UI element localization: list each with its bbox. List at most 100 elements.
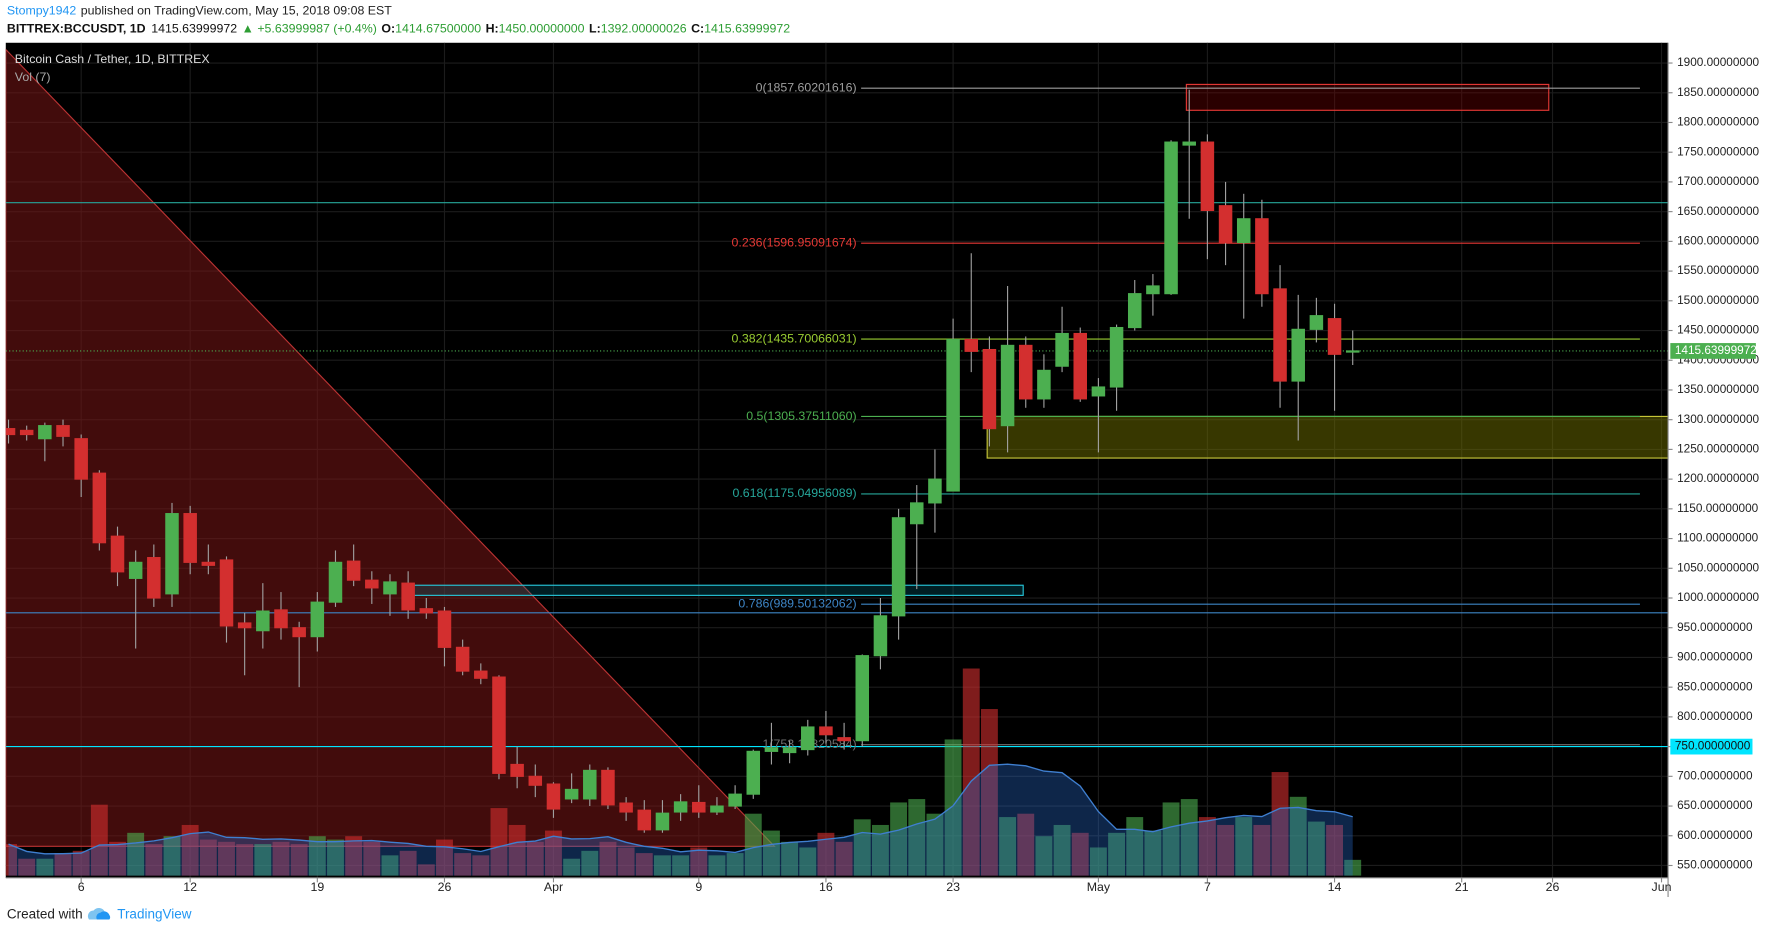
header-text: C: — [691, 22, 704, 36]
candle-body — [1091, 386, 1106, 397]
x-tick-label: 16 — [819, 880, 833, 894]
axes: 550.00000000 600.00000000 650.00000000 700.… — [78, 55, 1760, 894]
candle-body — [437, 610, 452, 648]
volume-bar — [817, 832, 835, 876]
candle-body — [165, 513, 179, 595]
candle-body — [764, 747, 779, 752]
candle-body — [1200, 141, 1215, 212]
volume-bar — [617, 847, 635, 876]
volume-bar — [1053, 824, 1071, 876]
candle-body — [256, 610, 270, 632]
volume-bar — [327, 839, 344, 876]
candle-body — [528, 775, 543, 786]
y-tick-label: 850.00000000 — [1677, 679, 1753, 693]
x-tick-label: 6 — [78, 880, 85, 894]
header-text: 1415.63999972 — [151, 22, 237, 36]
candle-body — [128, 561, 143, 579]
y-tick-label: 950.00000000 — [1677, 620, 1753, 634]
volume-bar — [1108, 832, 1126, 876]
candle-body — [873, 615, 888, 657]
header-text: Stompy1942 — [7, 4, 77, 18]
chart-title: Bitcoin Cash / Tether, 1D, BITTREX — [15, 52, 210, 66]
volume-bar — [90, 804, 108, 876]
candle-body — [655, 812, 670, 831]
volume-bar — [109, 841, 126, 876]
volume-bar — [1289, 796, 1307, 876]
volume-ma-area — [8, 764, 1353, 876]
header-text: 1414.67500000 — [395, 22, 481, 36]
y-tick-label: 1250.00000000 — [1677, 442, 1759, 456]
candle-body — [673, 801, 688, 813]
header: Stompy1942 published on TradingView.com, … — [7, 4, 790, 36]
fib-label: 0.5(1305.37511060) — [746, 409, 856, 423]
candle-body — [1146, 285, 1160, 295]
candle-body — [1127, 293, 1142, 329]
brand-logo — [87, 907, 111, 920]
volume-bar — [762, 830, 780, 876]
candle-body — [946, 338, 960, 492]
volume-bar — [218, 841, 235, 876]
volume-bar — [835, 841, 853, 876]
y-tick-label: 650.00000000 — [1677, 798, 1753, 812]
volume-bar — [145, 844, 163, 876]
price-tag-label: 1415.63999972 — [1675, 343, 1757, 357]
candle-body — [1055, 332, 1069, 367]
volume-bar — [1253, 824, 1271, 876]
candle-body — [1255, 218, 1269, 295]
volume-bar — [363, 841, 381, 876]
candle-body — [365, 579, 379, 589]
footer-created: Created with — [7, 907, 83, 922]
candle-body — [1182, 141, 1196, 146]
volume-bar — [871, 824, 889, 876]
volume-bar — [381, 855, 399, 876]
header-text: O: — [381, 22, 395, 36]
candle-body — [5, 428, 16, 436]
volume-bar — [1307, 821, 1325, 876]
candle-body — [837, 737, 851, 742]
volume-bar — [526, 841, 544, 876]
candle-body — [147, 557, 161, 599]
y-tick-label: 600.00000000 — [1677, 828, 1753, 842]
y-tick-label: 1600.00000000 — [1677, 233, 1759, 247]
volume-layer — [5, 668, 1362, 876]
volume-bar — [1198, 817, 1216, 876]
x-tick-label: 12 — [183, 880, 197, 894]
candle-body — [1073, 332, 1087, 400]
candle-body — [746, 750, 761, 795]
volume-bar — [1344, 859, 1362, 876]
volume-bar — [672, 855, 690, 876]
volume-bar — [1144, 830, 1162, 876]
candle-body — [564, 788, 579, 800]
candle-body — [1345, 350, 1360, 353]
candle-body — [1236, 218, 1251, 244]
x-tick-label: 26 — [438, 880, 452, 894]
plot-layer: 0(1857.60201616) 0.236(1596.95091674) 0.38… — [5, 42, 1669, 878]
volume-bar — [581, 850, 599, 876]
x-tick-label: 9 — [695, 880, 702, 894]
volume-bar — [163, 836, 181, 876]
volume-bar — [54, 853, 72, 876]
triangle-drawing — [5, 48, 776, 847]
candle-body — [455, 646, 470, 672]
volume-bar — [399, 850, 417, 876]
volume-bar — [454, 853, 472, 876]
candle-body — [38, 425, 52, 440]
volume-bar — [254, 844, 272, 876]
volume-bar — [199, 839, 217, 876]
x-tick-label: Jun — [1652, 880, 1672, 894]
candle-body — [1327, 318, 1342, 355]
volume-bar — [599, 841, 617, 876]
price-tag — [1670, 343, 1756, 359]
volume-bar — [999, 817, 1017, 876]
price-tag-label: 750.00000000 — [1675, 739, 1751, 753]
volume-bar — [436, 839, 453, 876]
volume-title: Vol (7) — [15, 70, 51, 84]
volume-bar — [944, 739, 962, 876]
candle-body — [1109, 326, 1124, 388]
volume-bar — [1217, 824, 1235, 876]
volume-bar — [726, 853, 744, 876]
volume-bar — [345, 836, 363, 876]
x-tick-label: 14 — [1328, 880, 1342, 894]
header-text: H: — [486, 22, 499, 36]
volume-bar — [1035, 836, 1053, 876]
